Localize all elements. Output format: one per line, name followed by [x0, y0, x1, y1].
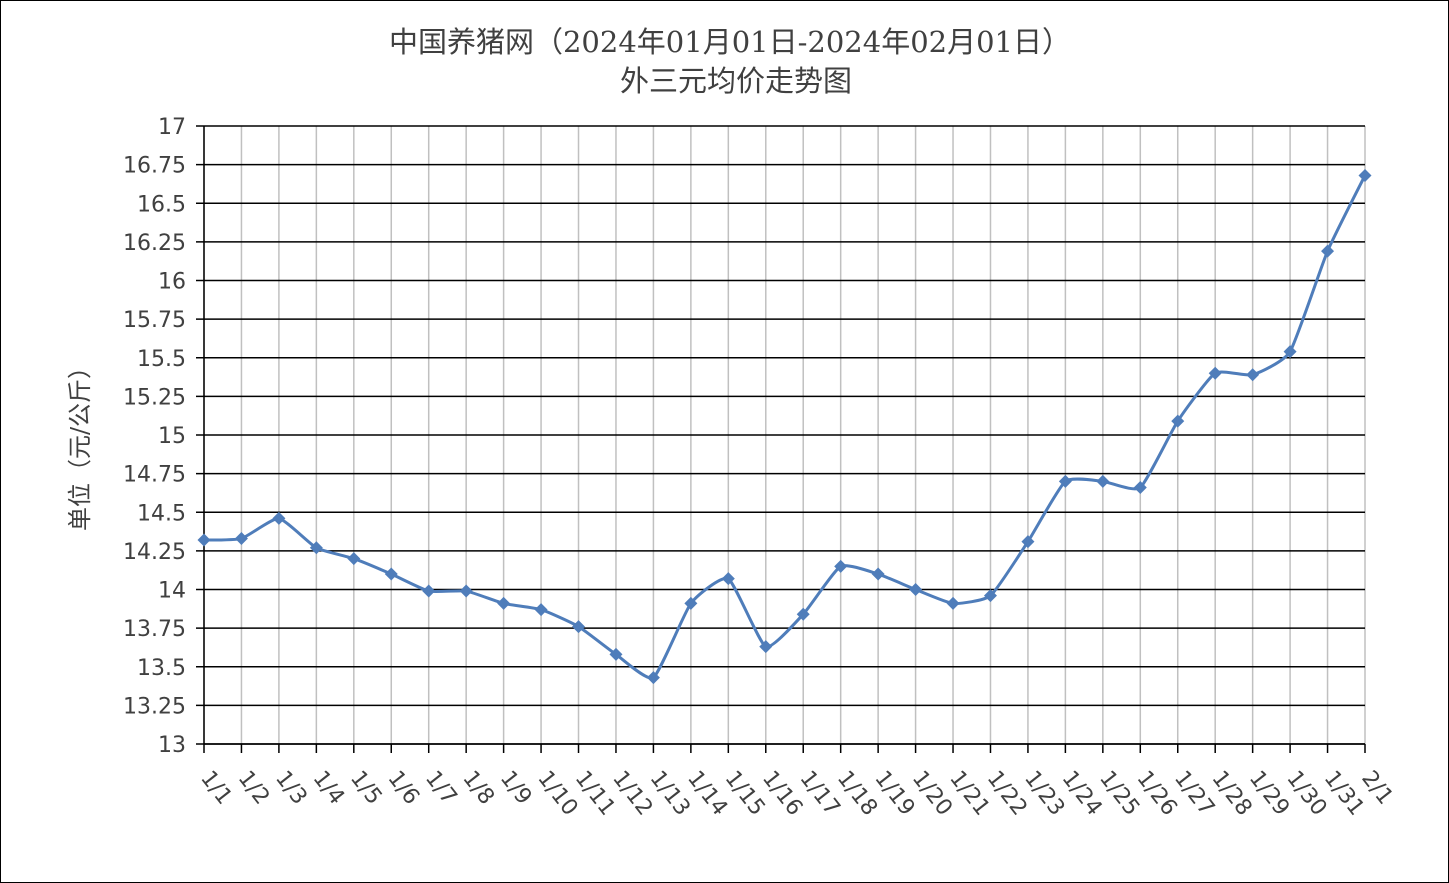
data-point-marker — [347, 552, 361, 566]
y-tick-label: 14.5 — [137, 501, 186, 526]
data-point-marker — [1058, 474, 1072, 488]
chart-subtitle: 外三元均价走势图 — [620, 64, 852, 98]
y-axis-label: 单位（元/公斤） — [66, 355, 94, 531]
y-tick-label: 16.5 — [137, 192, 186, 217]
data-point-marker — [1358, 168, 1372, 182]
data-point-marker — [459, 584, 473, 598]
x-tick-label: 1/15 — [720, 766, 770, 820]
y-tick-label: 16.75 — [123, 154, 186, 179]
data-point-marker — [234, 532, 248, 546]
y-tick-label: 15.25 — [123, 385, 186, 410]
x-tick-label: 1/4 — [308, 766, 349, 809]
data-point-marker — [609, 647, 623, 661]
data-point-marker — [1133, 481, 1147, 495]
data-point-marker — [572, 620, 586, 634]
x-tick-label: 1/2 — [233, 766, 274, 809]
y-tick-label: 14.25 — [123, 540, 186, 565]
y-tick-label: 15 — [158, 424, 186, 449]
x-tick-label: 1/25 — [1094, 766, 1144, 820]
data-point-marker — [834, 559, 848, 573]
series-markers — [197, 168, 1372, 685]
chart-title: 中国养猪网（2024年01月01日-2024年02月01日） — [389, 25, 1071, 59]
y-tick-label: 16 — [158, 270, 186, 295]
data-point-marker — [497, 596, 511, 610]
x-tick-label: 1/11 — [570, 766, 620, 820]
x-tick-label: 1/9 — [495, 766, 536, 809]
x-tick-label: 1/14 — [682, 766, 732, 820]
x-tick-label: 1/17 — [794, 766, 844, 820]
x-tick-label: 1/26 — [1132, 766, 1182, 820]
data-point-marker — [197, 533, 211, 547]
data-point-marker — [946, 596, 960, 610]
data-point-marker — [1171, 414, 1185, 428]
series-line — [203, 174, 1367, 680]
y-tick-label: 15.5 — [137, 347, 186, 372]
x-tick-label: 1/13 — [645, 766, 695, 820]
data-point-marker — [1283, 345, 1297, 359]
data-point-marker — [272, 511, 286, 525]
x-tick-label: 1/8 — [457, 766, 498, 809]
data-point-marker — [871, 567, 885, 581]
x-tick-labels: 1/11/21/31/41/51/61/71/81/91/101/111/121… — [195, 766, 1397, 820]
x-tick-label: 1/24 — [1057, 766, 1107, 820]
y-tick-label: 14 — [158, 579, 186, 604]
data-point-marker — [796, 607, 810, 621]
x-tick-label: 1/19 — [869, 766, 919, 820]
data-point-marker — [721, 572, 735, 586]
x-tick-label: 1/31 — [1319, 766, 1369, 820]
x-tick-label: 1/27 — [1169, 766, 1219, 820]
y-tick-label: 14.75 — [123, 463, 186, 488]
y-tick-label: 13.25 — [123, 694, 186, 719]
data-point-marker — [646, 671, 660, 685]
data-point-marker — [1208, 366, 1222, 380]
x-tick-label: 1/6 — [383, 766, 424, 809]
data-point-marker — [534, 603, 548, 617]
x-tick-label: 1/21 — [944, 766, 994, 820]
x-tick-label: 1/10 — [532, 766, 582, 820]
x-tick-label: 1/29 — [1244, 766, 1294, 820]
data-point-marker — [309, 541, 323, 555]
data-point-marker — [1321, 244, 1335, 258]
x-tick-label: 1/22 — [982, 766, 1032, 820]
data-point-marker — [983, 589, 997, 603]
y-tick-label: 17 — [158, 115, 186, 140]
y-tick-label: 16.25 — [123, 231, 186, 256]
y-tick-label: 13.5 — [137, 656, 186, 681]
data-point-marker — [422, 584, 436, 598]
data-point-marker — [384, 567, 398, 581]
data-point-marker — [1246, 368, 1260, 382]
data-point-marker — [1021, 535, 1035, 549]
data-point-marker — [1096, 474, 1110, 488]
x-tick-label: 1/7 — [420, 766, 461, 809]
x-tick-label: 1/3 — [270, 766, 311, 809]
data-point-marker — [759, 640, 773, 654]
axes — [196, 125, 1366, 753]
x-tick-label: 1/12 — [607, 766, 657, 820]
x-tick-label: 1/1 — [195, 766, 236, 809]
y-tick-labels: 17 16.75 16.5 16.25 16 15.75 15.5 15.25 15 14.75 1… — [123, 115, 186, 758]
x-tick-label: 1/28 — [1206, 766, 1256, 820]
x-tick-label: 1/30 — [1281, 766, 1331, 820]
y-tick-label: 13.75 — [123, 617, 186, 642]
y-tick-label: 15.75 — [123, 308, 186, 333]
x-tick-label: 1/23 — [1019, 766, 1069, 820]
x-tick-label: 1/18 — [832, 766, 882, 820]
x-tick-label: 1/5 — [345, 766, 386, 809]
data-point-marker — [909, 583, 923, 596]
data-point-marker — [684, 596, 698, 610]
y-tick-label: 13 — [158, 733, 186, 758]
x-tick-label: 1/20 — [907, 766, 957, 820]
x-tick-label: 1/16 — [757, 766, 807, 820]
gridlines — [203, 125, 1366, 745]
